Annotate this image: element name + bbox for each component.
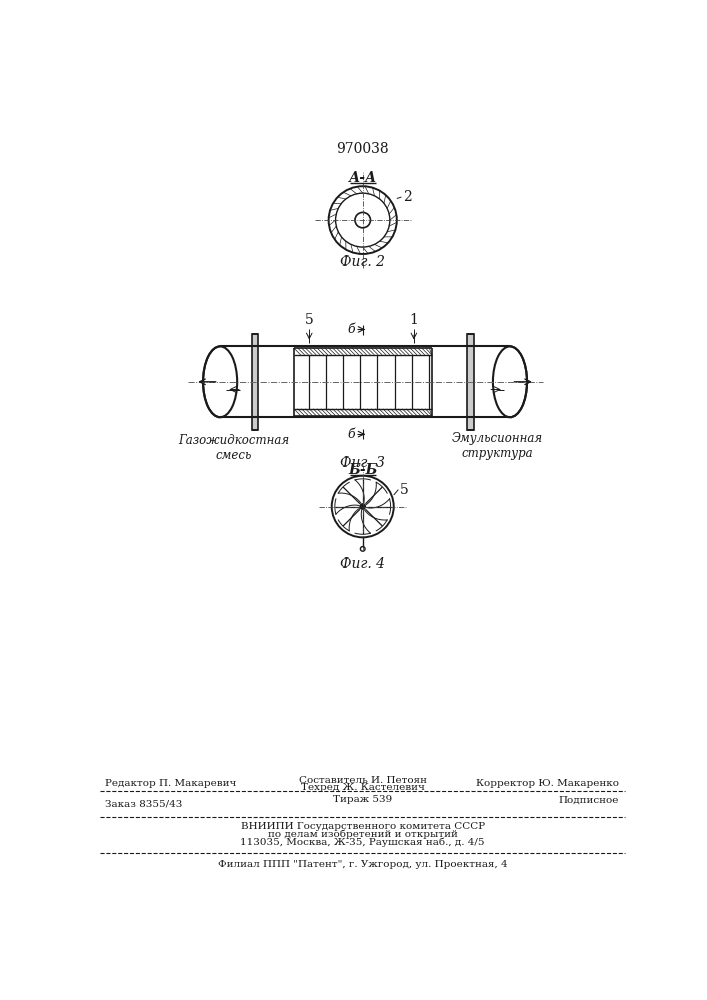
Text: А-А: А-А [349,171,377,185]
Text: 1: 1 [409,313,419,327]
Text: Заказ 8355/43: Заказ 8355/43 [105,799,183,808]
Text: Эмульсионная
структура: Эмульсионная структура [452,432,543,460]
Text: 5: 5 [400,483,409,497]
Text: Составитель И. Петоян: Составитель И. Петоян [299,776,427,785]
Text: Фиг. 3: Фиг. 3 [340,456,385,470]
Text: Б-Б: Б-Б [348,463,378,477]
Text: Техред Ж. Кастелевич: Техред Ж. Кастелевич [300,783,425,792]
Text: Фиг. 4: Фиг. 4 [340,557,385,571]
Text: Газожидкостная
смесь: Газожидкостная смесь [178,434,290,462]
Text: б: б [347,323,355,336]
Text: Тираж 539: Тираж 539 [333,795,392,804]
Text: Филиал ППП "Патент", г. Ужгород, ул. Проектная, 4: Филиал ППП "Патент", г. Ужгород, ул. Про… [218,860,508,869]
Bar [467,334,474,430]
Ellipse shape [360,504,366,509]
Text: Корректор Ю. Макаренко: Корректор Ю. Макаренко [477,779,619,788]
Text: ВНИИПИ Государственного комитета СССР: ВНИИПИ Государственного комитета СССР [240,822,485,831]
Text: 2: 2 [403,190,411,204]
Text: 113035, Москва, Ж-35, Раушская наб., д. 4/5: 113035, Москва, Ж-35, Раушская наб., д. … [240,838,485,847]
Text: 970038: 970038 [337,142,389,156]
Text: б: б [347,428,355,441]
Text: Подписное: Подписное [559,795,619,804]
Text: Редактор П. Макаревич: Редактор П. Макаревич [105,779,237,788]
Text: 5: 5 [305,313,314,327]
Text: по делам изобретений и открытий: по делам изобретений и открытий [268,830,457,839]
Text: Фиг. 2: Фиг. 2 [340,255,385,269]
Bar [252,334,258,430]
